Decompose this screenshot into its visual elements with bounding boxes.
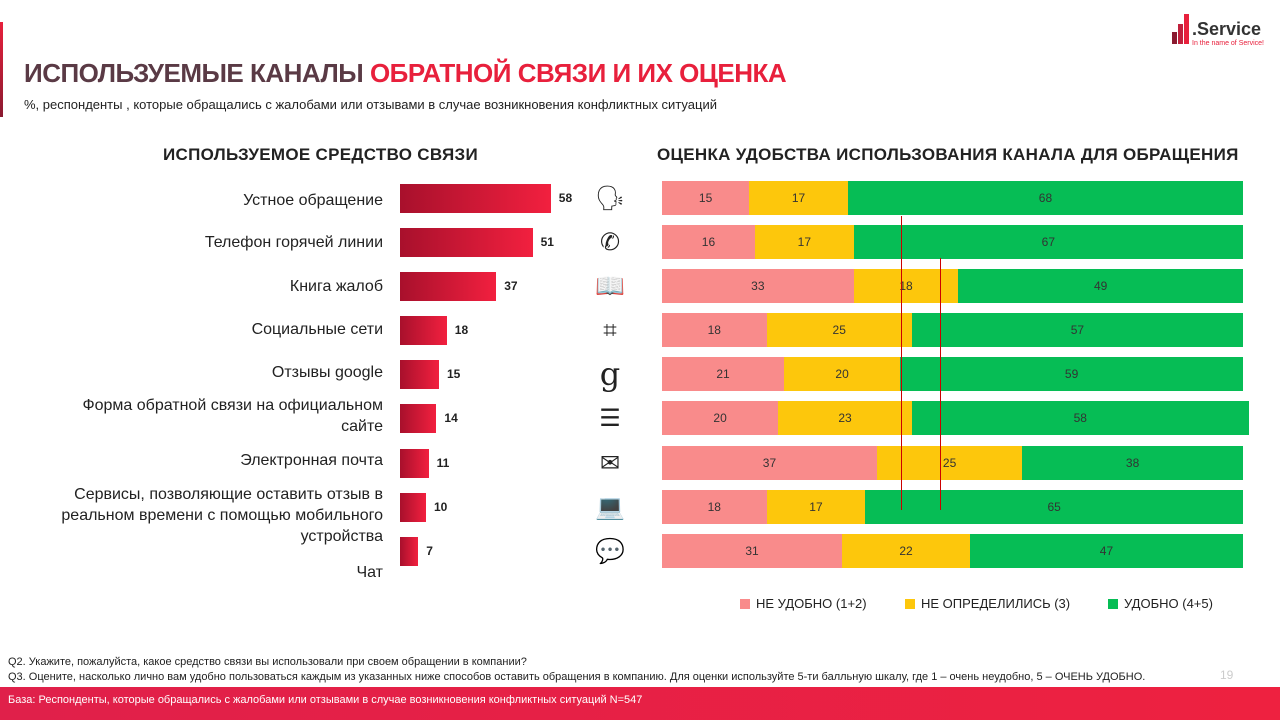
usage-bar (400, 537, 419, 566)
usage-bar (400, 184, 551, 213)
rating-segment: 37 (662, 446, 877, 480)
category-label: Социальные сети (251, 321, 383, 338)
category-label: Электронная почта (240, 452, 383, 469)
rating-segment: 15 (662, 181, 750, 215)
category-label: Отзывы google (271, 364, 383, 381)
rating-segment: 59 (900, 357, 1243, 391)
rating-segment: 16 (662, 225, 755, 259)
rating-segment: 18 (662, 490, 767, 524)
mobile-chat-icon: 💬 (595, 537, 625, 565)
laptop-feedback-icon: 💻 (595, 493, 625, 521)
phone-call-icon: ✆ (599, 228, 621, 256)
rating-segment: 57 (911, 313, 1243, 347)
rating-segment: 38 (1022, 446, 1243, 480)
comparison-arrow (901, 216, 902, 510)
rating-segment: 17 (749, 181, 848, 215)
legend-swatch (1108, 598, 1118, 609)
base-footer: База: Респонденты, которые обращались с … (0, 687, 1280, 720)
category-label: Форма обратной связи на официальном сайт… (82, 397, 383, 435)
rating-segment: 25 (876, 446, 1023, 480)
usage-bar (400, 493, 426, 522)
category-label: Чат (356, 564, 383, 581)
usage-bar (400, 272, 497, 301)
question-q3: Q3. Оцените, насколько лично вам удобно … (8, 671, 1146, 683)
rating-segment: 18 (662, 313, 767, 347)
rating-segment: 18 (853, 269, 959, 303)
legend-label: УДОБНО (4+5) (1124, 596, 1213, 611)
logo: .Service In the name of Service! (1170, 10, 1280, 50)
question-q2: Q2. Укажите, пожалуйста, какое средство … (8, 656, 527, 668)
category-label: Телефон горячей линии (204, 234, 383, 251)
rating-segment: 31 (662, 534, 843, 568)
rating-segment: 47 (969, 534, 1243, 568)
rating-segment: 25 (766, 313, 912, 347)
logo-tagline: In the name of Service! (1192, 40, 1264, 47)
rating-segment: 67 (853, 225, 1243, 259)
legend-swatch (905, 598, 915, 609)
usage-value: 37 (504, 279, 518, 293)
rating-segment: 22 (842, 534, 970, 568)
rating-segment: 23 (778, 401, 912, 435)
rating-segment: 33 (662, 269, 854, 303)
accent-bar (0, 22, 3, 117)
page-number: 19 (1220, 668, 1234, 682)
rating-segment: 21 (662, 357, 784, 391)
legend-label: НЕ ОПРЕДЕЛИЛИСЬ (3) (921, 596, 1071, 611)
category-label: Книга жалоб (289, 278, 383, 295)
rating-segment: 17 (754, 225, 854, 259)
usage-value: 51 (540, 235, 554, 249)
social-media-icon: ⌗ (603, 316, 617, 344)
usage-value: 14 (444, 411, 458, 425)
legend-swatch (740, 598, 750, 609)
title-part1: ИСПОЛЬЗУЕМЫЕ КАНАЛЫ (24, 58, 370, 88)
rating-segment: 49 (958, 269, 1243, 303)
legend-item: УДОБНО (4+5) (1108, 596, 1213, 611)
category-label: Устное обращение (243, 192, 383, 209)
legend-item: НЕ УДОБНО (1+2) (740, 596, 867, 611)
usage-value: 7 (426, 544, 433, 558)
usage-bar (400, 360, 439, 389)
rating-segment: 58 (911, 401, 1249, 435)
usage-bar (400, 449, 429, 478)
usage-bar (400, 404, 437, 433)
logo-text: .Service (1192, 19, 1262, 39)
google-icon: g (599, 355, 621, 393)
rating-segment: 20 (784, 357, 901, 391)
email-hand-icon: ✉ (599, 449, 621, 477)
left-chart-title: ИСПОЛЬЗУЕМОЕ СРЕДСТВО СВЯЗИ (163, 145, 479, 164)
legend-label: НЕ УДОБНО (1+2) (756, 596, 867, 611)
rating-segment: 68 (847, 181, 1243, 215)
web-form-icon: ☰ (599, 404, 621, 432)
category-label: Сервисы, позволяющие оставить отзыв в ре… (61, 486, 383, 545)
page-subtitle: %, респонденты , которые обращались с жа… (24, 97, 717, 112)
comparison-arrow (940, 258, 941, 510)
usage-value: 10 (434, 500, 448, 514)
usage-value: 15 (447, 367, 461, 381)
rating-segment: 17 (766, 490, 866, 524)
rating-segment: 65 (865, 490, 1243, 524)
usage-value: 18 (454, 323, 469, 337)
usage-value: 11 (436, 456, 450, 470)
legend-item: НЕ ОПРЕДЕЛИЛИСЬ (3) (905, 596, 1070, 611)
usage-bar (400, 228, 533, 257)
open-book-icon: 📖 (595, 272, 625, 300)
usage-value: 58 (558, 191, 573, 205)
speaking-head-icon: 🗣 (594, 184, 626, 212)
rating-segment: 20 (662, 401, 779, 435)
page-title: ИСПОЛЬЗУЕМЫЕ КАНАЛЫ ОБРАТНОЙ СВЯЗИ И ИХ … (24, 58, 787, 89)
title-part2: ОБРАТНОЙ СВЯЗИ И ИХ ОЦЕНКА (369, 58, 787, 88)
questions: Q2. Укажите, пожалуйста, какое средство … (8, 655, 1145, 685)
usage-bar (400, 316, 447, 345)
right-chart-title: ОЦЕНКА УДОБСТВА ИСПОЛЬЗОВАНИЯ КАНАЛА ДЛЯ… (657, 145, 1239, 164)
